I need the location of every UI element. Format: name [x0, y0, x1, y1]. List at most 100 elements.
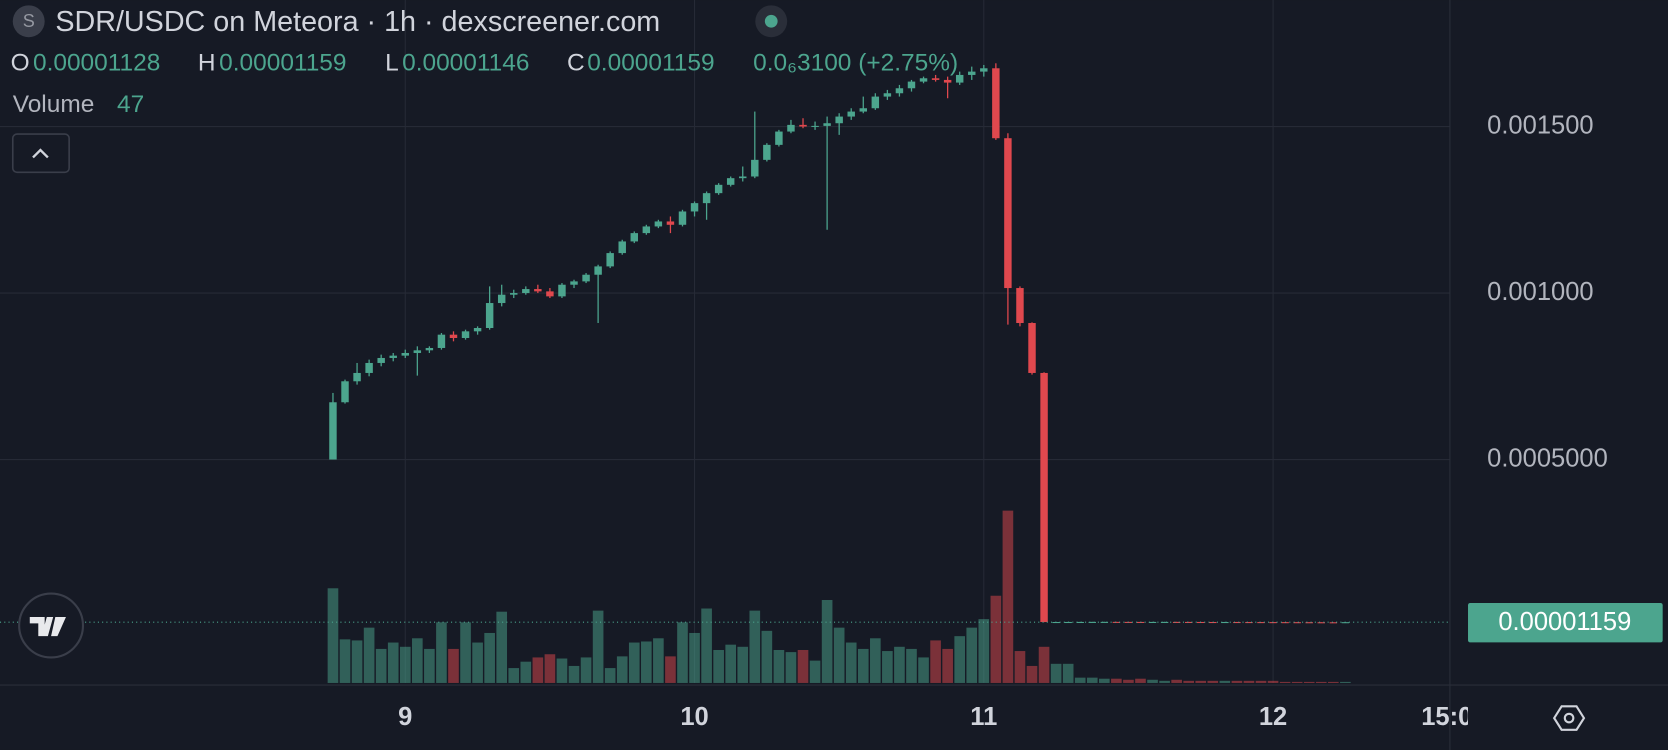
candle-body: [847, 111, 855, 117]
candle-body: [1028, 323, 1036, 373]
volume-bar: [1303, 681, 1315, 683]
candle-body: [534, 289, 542, 292]
volume-bar: [701, 608, 712, 683]
candle-body: [377, 357, 385, 363]
volume-label: Volume: [13, 91, 95, 118]
candle-body: [1004, 138, 1012, 289]
volume-bar: [556, 658, 568, 683]
legend-value: 0.00001146: [402, 49, 529, 76]
candle-body: [702, 193, 711, 204]
candle-body: [835, 116, 843, 124]
candle-body: [763, 144, 771, 160]
price-axis: 0.0005000 0.001000 0.001500 0.00001159: [1468, 111, 1663, 643]
candle-pane: [0, 63, 1450, 624]
candle-body: [485, 303, 494, 329]
grid: [0, 0, 1450, 683]
volume-bar: [1014, 651, 1026, 683]
volume-bar: [641, 641, 652, 683]
volume-bar: [616, 656, 628, 683]
candle-body: [739, 176, 747, 179]
candle-body: [1317, 622, 1325, 624]
volume-bar: [424, 648, 435, 683]
candle-body: [1329, 622, 1338, 624]
settings-dot: [1563, 712, 1575, 724]
volume-bar: [1159, 680, 1170, 683]
collapse-button[interactable]: [11, 133, 70, 174]
volume-bar: [1243, 680, 1255, 683]
candle-body: [401, 352, 410, 356]
volume-bar: [580, 657, 592, 683]
candle-body: [1233, 621, 1241, 624]
volume-bar: [954, 636, 966, 683]
logo-circle[interactable]: [18, 592, 85, 659]
volume-bar: [870, 638, 881, 683]
volume-bar: [1135, 678, 1146, 683]
volume-bar: [761, 630, 773, 683]
candle-body: [1257, 622, 1265, 624]
volume-bar: [1038, 646, 1050, 683]
volume-bar: [1086, 677, 1098, 683]
candle-body: [943, 79, 952, 83]
volume-bar: [1255, 680, 1267, 683]
candle-body: [859, 108, 867, 112]
volume-bar: [1074, 677, 1086, 683]
candle-body: [955, 74, 964, 83]
volume-bar: [749, 610, 761, 683]
candle-body: [437, 334, 446, 348]
candle-body: [823, 123, 831, 126]
candle-body: [582, 274, 590, 282]
candle-body: [1040, 372, 1048, 623]
volume-bar: [1123, 679, 1134, 683]
candle-body: [1305, 622, 1313, 624]
candle-body: [353, 372, 361, 382]
volume-bar: [653, 638, 664, 683]
candle-body: [690, 203, 699, 212]
candle-body: [413, 350, 422, 353]
candle-body: [871, 96, 880, 109]
last-price-box: [1468, 603, 1663, 643]
volume-bar: [436, 622, 447, 683]
candle-body: [787, 124, 795, 132]
legend-value: 0.00001159: [219, 49, 346, 76]
y-tick-label: 0.001500: [1487, 111, 1593, 139]
candle-body: [883, 93, 892, 97]
legend-value: 0.00001159: [587, 49, 714, 76]
volume-bar: [833, 627, 845, 683]
status-dot: [764, 14, 778, 28]
volume-bar: [1050, 663, 1062, 683]
tradingview-logo[interactable]: [18, 592, 85, 659]
y-tick-label: 0.001000: [1487, 278, 1593, 306]
volume-bar: [1291, 681, 1303, 683]
volume-bar: [1340, 681, 1351, 683]
volume-value: 47: [117, 91, 144, 118]
volume-bar: [448, 648, 459, 683]
volume-bar: [1328, 681, 1339, 683]
volume-bar: [906, 648, 917, 683]
candle-body: [630, 233, 638, 242]
collapse-button-frame[interactable]: [11, 133, 70, 174]
volume-bar: [894, 646, 905, 683]
volume-bar: [363, 627, 375, 683]
volume-bar: [351, 640, 363, 683]
volume-bar: [737, 646, 749, 683]
volume-bar: [532, 657, 544, 683]
volume-bar: [966, 627, 978, 683]
volume-bar: [942, 648, 953, 683]
settings-button[interactable]: [1552, 705, 1586, 731]
candle-body: [1341, 622, 1350, 624]
volume-bar: [821, 599, 833, 683]
legend-change: 0.0₆3100 (+2.75%): [753, 49, 958, 76]
volume-bar: [375, 648, 387, 683]
volume-bar: [725, 644, 737, 683]
volume-bar: [1099, 678, 1110, 683]
candle-body: [558, 284, 566, 297]
volume-bar: [773, 649, 785, 683]
legend-key: H: [198, 49, 216, 76]
candle-body: [714, 184, 723, 194]
x-tick-label: 15:00: [1421, 703, 1486, 731]
volume-bar: [1111, 678, 1122, 683]
volume-bar: [1315, 681, 1327, 683]
volume-bar: [1147, 679, 1158, 683]
settings-hexagon[interactable]: [1552, 705, 1586, 731]
